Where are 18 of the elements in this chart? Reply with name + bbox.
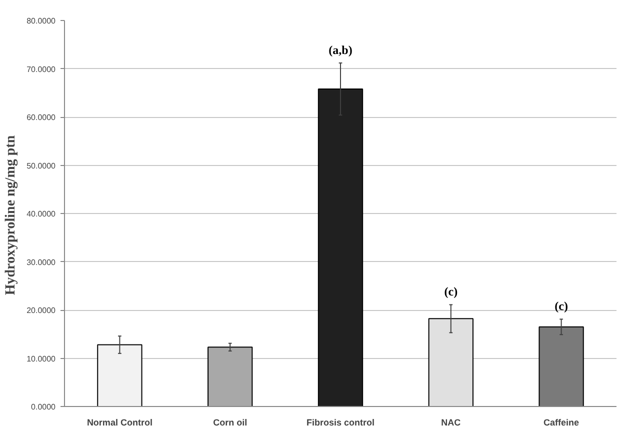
y-tick-label: 10.0000 [26, 354, 56, 364]
x-tick-label: Fibrosis control [306, 418, 375, 428]
y-tick-label: 60.0000 [26, 113, 56, 122]
y-tick-label: 80.0000 [26, 16, 56, 26]
y-tick-label: 40.0000 [26, 210, 56, 218]
x-tick-label: NAC [441, 418, 462, 428]
data-label: (c) [444, 284, 458, 299]
y-tick-label: 0.0000 [31, 402, 56, 412]
y-axis-title: Hydroxyproline ng/mg ptn [4, 135, 19, 296]
y-tick-label: 30.0000 [26, 258, 56, 267]
y-tick-label: 70.0000 [26, 64, 56, 74]
y-tick-label: 20.0000 [26, 306, 56, 315]
data-label: (a,b) [328, 42, 352, 57]
x-tick-label: Corn oil [213, 418, 248, 428]
data-label: (c) [554, 299, 568, 314]
x-tick-label: Normal Control [86, 418, 152, 428]
x-tick-label: Caffeine [544, 418, 580, 428]
y-tick-label: 50.0000 [26, 161, 56, 170]
